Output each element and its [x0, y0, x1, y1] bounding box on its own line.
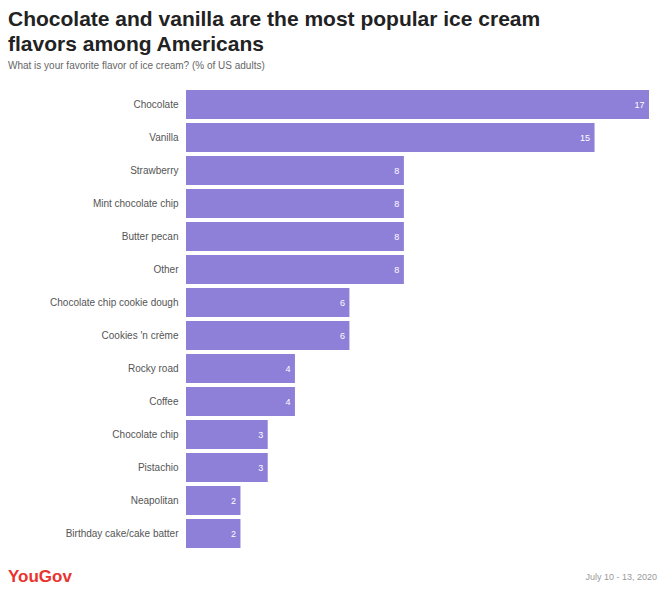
svg-text:8: 8 [394, 232, 399, 242]
svg-text:8: 8 [394, 199, 399, 209]
svg-text:Chocolate chip cookie dough: Chocolate chip cookie dough [50, 297, 178, 308]
svg-text:Vanilla: Vanilla [149, 132, 179, 143]
svg-text:4: 4 [285, 364, 290, 374]
svg-text:6: 6 [340, 331, 345, 341]
svg-text:Coffee: Coffee [149, 396, 179, 407]
svg-text:8: 8 [394, 265, 399, 275]
html-text:Chocolate and vanilla are the: Chocolate and vanilla are the most popul… [8, 7, 541, 55]
svg-text:6: 6 [340, 298, 345, 308]
svg-text:2: 2 [231, 496, 236, 506]
svg-text:Pistachio: Pistachio [138, 462, 179, 473]
svg-text:Strawberry: Strawberry [130, 165, 178, 176]
svg-text:Cookies 'n crème: Cookies 'n crème [102, 330, 179, 341]
svg-text:Rocky road: Rocky road [128, 363, 179, 374]
svg-text:Chocolate: Chocolate [133, 99, 178, 110]
svg-text:17: 17 [634, 100, 644, 110]
svg-text:2: 2 [231, 529, 236, 539]
svg-text:Neapolitan: Neapolitan [131, 495, 179, 506]
html-text:YouGov: YouGov [8, 567, 72, 586]
svg-text:3: 3 [258, 430, 263, 440]
svg-text:Butter pecan: Butter pecan [122, 231, 179, 242]
svg-text:Birthday cake/cake batter: Birthday cake/cake batter [66, 528, 180, 539]
svg-text:Chocolate chip: Chocolate chip [112, 429, 179, 440]
svg-text:15: 15 [580, 133, 590, 143]
svg-text:Mint chocolate chip: Mint chocolate chip [93, 198, 179, 209]
html-text:What is your favorite flavor o: What is your favorite flavor of ice crea… [8, 60, 265, 71]
svg-text:3: 3 [258, 463, 263, 473]
svg-text:8: 8 [394, 166, 399, 176]
svg-text:4: 4 [285, 397, 290, 407]
html-text:July 10 - 13, 2020: July 10 - 13, 2020 [585, 572, 657, 582]
svg-text:Other: Other [153, 264, 179, 275]
